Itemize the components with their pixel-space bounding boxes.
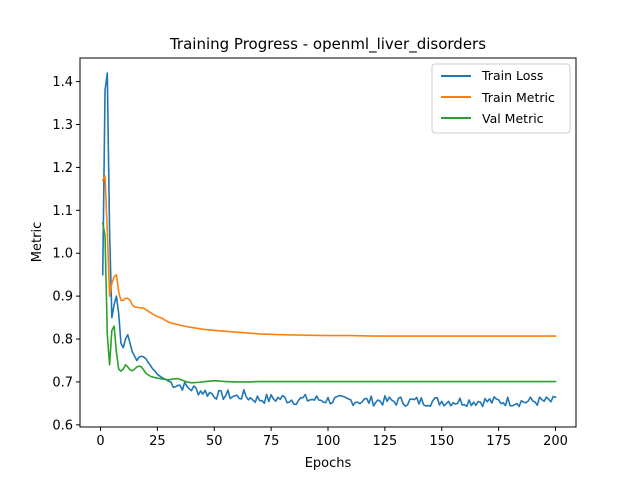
y-axis-ticks: 0.6 0.7 0.8 0.9 1.0 1.1 1.2 1.3 1.4 [52, 75, 80, 433]
y-axis-label: Metric [30, 222, 45, 262]
series-line-train-loss [101, 72, 557, 408]
y-tick-label: 0.9 [52, 290, 73, 305]
x-tick-label: 125 [372, 434, 397, 449]
legend-frame [431, 63, 571, 134]
series-line-val-metric [101, 222, 557, 384]
legend-label-train-loss: Train Loss [481, 68, 543, 83]
x-axis-ticks: 0 25 50 75 100 125 150 175 200 [96, 427, 568, 449]
x-axis-label: Epochs [305, 456, 352, 471]
x-tick-label: 0 [96, 434, 104, 449]
plot-area [79, 57, 577, 428]
chart-title: Training Progress - openml_liver_disorde… [169, 35, 486, 54]
x-tick-label: 100 [316, 434, 341, 449]
y-tick-label: 1.4 [52, 75, 73, 90]
x-tick-label: 75 [263, 434, 280, 449]
y-tick-label: 0.6 [52, 418, 73, 433]
y-tick-label: 1.2 [52, 161, 73, 176]
x-tick-label: 150 [429, 434, 454, 449]
y-tick-label: 0.7 [52, 375, 73, 390]
series-line-train-metric [101, 175, 557, 337]
x-tick-label: 25 [149, 434, 166, 449]
y-tick-label: 1.0 [52, 247, 73, 262]
x-tick-label: 50 [206, 434, 223, 449]
legend: Train Loss Train Metric Val Metric [431, 63, 571, 134]
y-tick-label: 0.8 [52, 333, 73, 348]
legend-label-val-metric: Val Metric [482, 111, 544, 126]
y-tick-label: 1.1 [52, 204, 73, 219]
y-tick-label: 1.3 [52, 118, 73, 133]
x-tick-label: 200 [543, 434, 568, 449]
x-tick-label: 175 [486, 434, 511, 449]
series-layer [101, 72, 557, 408]
legend-label-train-metric: Train Metric [481, 90, 555, 105]
